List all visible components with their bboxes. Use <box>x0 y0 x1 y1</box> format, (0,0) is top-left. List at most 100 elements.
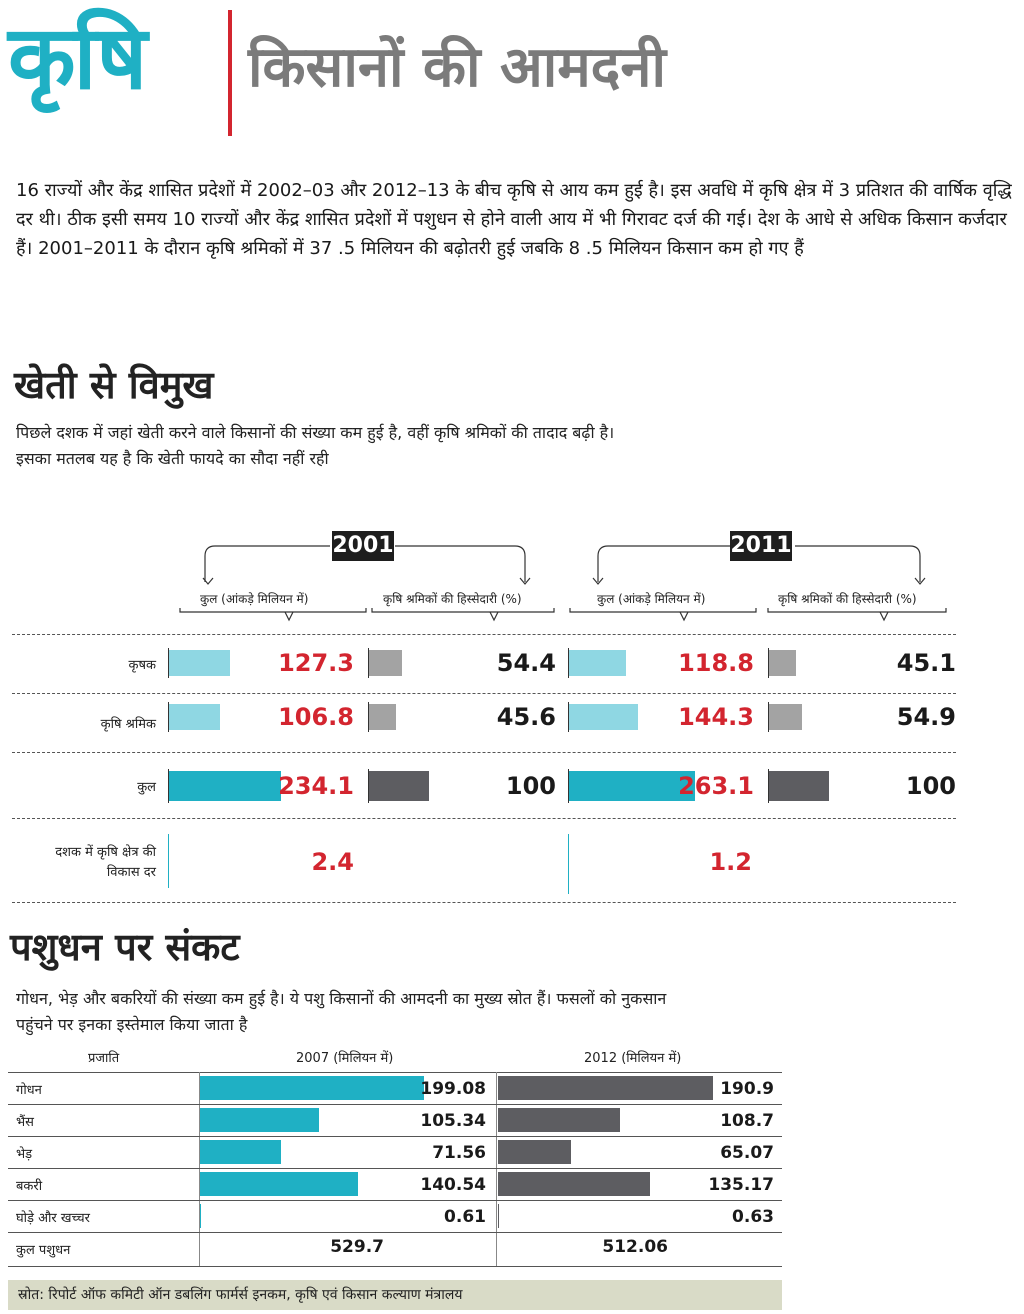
axis-tick <box>168 769 169 803</box>
value-2012-1: 108.7 <box>720 1111 774 1131</box>
section2-desc-line1: गोधन, भेड़ और बकरियों की संख्या कम हुई ह… <box>16 989 667 1008</box>
row-divider <box>12 693 956 694</box>
section2-desc-line2: पहुंचने पर इनका इस्तेमाल किया जाता है <box>16 1015 248 1034</box>
bar-total-2011-2 <box>569 771 695 801</box>
growth-marker-2011 <box>568 834 569 894</box>
share-value-2001-1: 45.6 <box>496 703 556 731</box>
table-rule <box>8 1168 782 1169</box>
axis-tick <box>368 702 369 732</box>
row-label-total: कुल <box>137 780 156 795</box>
bar-2012-1 <box>498 1108 621 1132</box>
value-2007-2: 71.56 <box>432 1143 486 1163</box>
column-rule <box>199 1072 200 1266</box>
col-head-share-2001: कृषि श्रमिकों की हिस्सेदारी (%) <box>383 592 522 606</box>
total-value-2011-0: 118.8 <box>678 649 754 677</box>
share-value-2011-1: 54.9 <box>896 703 956 731</box>
bar-total-2001-0 <box>169 650 230 676</box>
year-2011-tag: 2011 <box>730 531 792 561</box>
share-value-2011-0: 45.1 <box>896 649 956 677</box>
table-row-label: भेड़ <box>16 1147 33 1162</box>
value-2007-1: 105.34 <box>420 1111 486 1131</box>
bar-share-2001-1 <box>369 704 397 730</box>
col-head-total-2011: कुल (आंकड़े मिलियन में) <box>597 592 706 606</box>
axis-tick <box>768 769 769 803</box>
source-note: स्रोत: रिपोर्ट ऑफ कमिटी ऑन डबलिंग फार्मर… <box>8 1280 782 1310</box>
row-divider <box>12 902 956 903</box>
section2-title: पशुधन पर संकट <box>10 925 240 969</box>
column-rule <box>496 1072 497 1266</box>
row-divider <box>12 634 956 635</box>
value-2007-3: 140.54 <box>420 1175 486 1195</box>
t2-head-2007: 2007 (मिलियन में) <box>296 1051 394 1066</box>
col-head-total-2001: कुल (आंकड़े मिलियन में) <box>200 592 309 606</box>
section1-desc-line2: इसका मतलब यह है कि खेती फायदे का सौदा नह… <box>16 449 329 468</box>
row-label-farmers: कृषक <box>128 658 156 673</box>
table-row-label: गोधन <box>16 1083 42 1098</box>
table-rule <box>8 1232 782 1233</box>
total-value-2001-1: 106.8 <box>278 703 354 731</box>
row-label-growth: दशक में कृषि क्षेत्र की विकास दर <box>20 843 156 883</box>
bar-2007-1 <box>200 1108 319 1132</box>
year-2001-tag: 2001 <box>332 531 394 561</box>
bar-total-2011-0 <box>569 650 626 676</box>
table-rule <box>8 1266 782 1267</box>
bar-share-2011-2 <box>769 771 829 801</box>
axis-tick <box>368 648 369 678</box>
bar-share-2011-1 <box>769 704 802 730</box>
table-row-label: बकरी <box>16 1179 43 1194</box>
growth-label-line2: विकास दर <box>106 865 156 880</box>
value-2007-0: 199.08 <box>420 1079 486 1099</box>
growth-value-2001: 2.4 <box>311 848 354 876</box>
page-subtitle: किसानों की आमदनी <box>248 35 667 100</box>
value-2012-0: 190.9 <box>720 1079 774 1099</box>
share-value-2011-2: 100 <box>905 772 956 800</box>
section1-desc-line1: पिछले दशक में जहां खेती करने वाले किसानो… <box>16 423 615 442</box>
axis-tick <box>368 769 369 803</box>
section1-title: खेती से विमुख <box>14 363 214 407</box>
t2-head-category: प्रजाति <box>88 1051 120 1066</box>
bar-2007-3 <box>200 1172 359 1196</box>
bar-total-2011-1 <box>569 704 639 730</box>
axis-tick <box>168 702 169 732</box>
t2-total-2012: 512.06 <box>602 1237 668 1257</box>
table-rule <box>8 1104 782 1105</box>
axis-tick <box>568 769 569 803</box>
title-divider <box>228 10 232 136</box>
bar-2012-4 <box>498 1204 499 1228</box>
table-row-label: घोड़े और खच्चर <box>16 1211 90 1226</box>
value-2012-2: 65.07 <box>720 1143 774 1163</box>
axis-tick <box>768 648 769 678</box>
t2-total-label: कुल पशुधन <box>16 1243 71 1258</box>
row-label-labourers: कृषि श्रमिक <box>100 717 156 732</box>
col-head-share-2011: कृषि श्रमिकों की हिस्सेदारी (%) <box>778 592 917 606</box>
bar-total-2001-1 <box>169 704 221 730</box>
share-value-2001-0: 54.4 <box>496 649 556 677</box>
axis-tick <box>168 648 169 678</box>
value-2007-4: 0.61 <box>444 1207 486 1227</box>
axis-tick <box>768 702 769 732</box>
bar-2007-4 <box>200 1204 201 1228</box>
brace-lines <box>179 545 947 622</box>
bar-total-2001-2 <box>169 771 281 801</box>
bar-2012-3 <box>498 1172 651 1196</box>
total-value-2001-0: 127.3 <box>278 649 354 677</box>
axis-tick <box>568 702 569 732</box>
table-row-label: भैंस <box>16 1115 34 1130</box>
growth-label-line1: दशक में कृषि क्षेत्र की <box>55 845 156 860</box>
total-value-2001-2: 234.1 <box>278 772 354 800</box>
table-rule <box>8 1072 782 1073</box>
bar-share-2011-0 <box>769 650 797 676</box>
growth-marker-2001 <box>168 834 169 888</box>
intro-paragraph: 16 राज्यों और केंद्र शासित प्रदेशों में … <box>16 180 1012 259</box>
table-rule <box>8 1136 782 1137</box>
value-2012-3: 135.17 <box>708 1175 774 1195</box>
share-value-2001-2: 100 <box>505 772 556 800</box>
table-rule <box>8 1200 782 1201</box>
growth-value-2011: 1.2 <box>709 848 752 876</box>
bar-share-2001-2 <box>369 771 429 801</box>
t2-head-2012: 2012 (मिलियन में) <box>584 1051 682 1066</box>
row-divider <box>12 818 956 819</box>
bar-share-2001-0 <box>369 650 402 676</box>
row-divider <box>12 752 956 753</box>
bar-2007-2 <box>200 1140 281 1164</box>
